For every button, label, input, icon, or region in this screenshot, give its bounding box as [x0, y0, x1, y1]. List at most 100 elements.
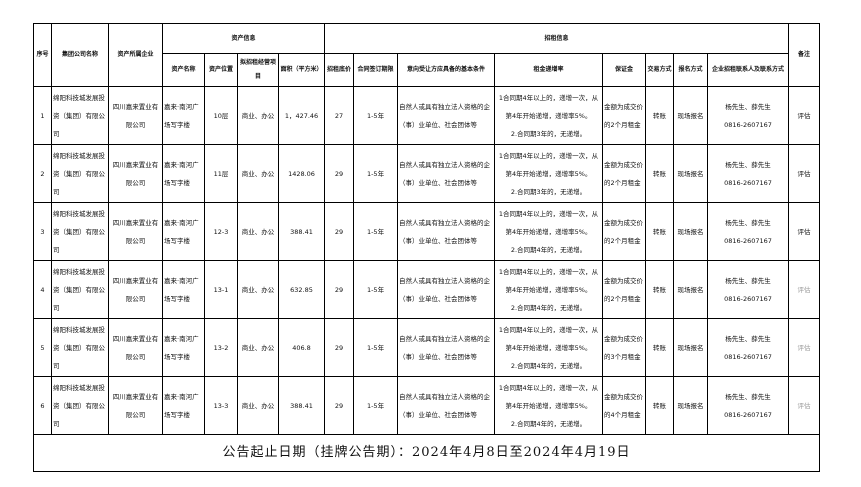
- trade-method: 转账: [645, 260, 675, 319]
- contact: 杨先生、薛先生 0816-2607167: [707, 376, 790, 435]
- header-contact: 企业招租联系人及联系方式: [707, 53, 790, 87]
- header-row-2: 资产名称 资产位置 拟招租经营项目 面积（平方米） 招租底价 合同签订期限 意向…: [34, 53, 820, 87]
- contact-phone: 0816-2607167: [724, 410, 772, 419]
- owner-name: 四川嘉来置业有限公司: [108, 376, 163, 435]
- increase-rule-2: 2.合同期4年的，无递增。: [510, 361, 587, 370]
- row-seq: 2: [33, 144, 52, 203]
- table-row: 3 绵阳科技城发展投资（集团）有限公司 四川嘉来置业有限公司 嘉来·南河广场写字楼 12…: [33, 202, 821, 261]
- owner-name: 四川嘉来置业有限公司: [108, 86, 163, 145]
- contact-phone: 0816-2607167: [724, 178, 772, 187]
- business: 商业、办公: [237, 318, 279, 377]
- rent-increase: 1合同期4年以上的，递增一次，从第4年开始递增，递增率5%。 2.合同期3年的，无…: [494, 144, 604, 203]
- contact-phone: 0816-2607167: [724, 352, 772, 361]
- remark: 评估: [788, 202, 821, 261]
- asset-name: 嘉来·南河广场写字楼: [162, 318, 205, 377]
- business: 商业、办公: [237, 86, 279, 145]
- conditions: 自然人或具有独立法人资格的企（事）业单位、社会团体等: [397, 144, 496, 203]
- asset-name: 嘉来·南河广场写字楼: [162, 202, 205, 261]
- group-name: 绵阳科技城发展投资（集团）有限公司: [51, 144, 109, 203]
- group-name: 绵阳科技城发展投资（集团）有限公司: [51, 318, 109, 377]
- conditions: 自然人或具有独立法人资格的企（事）业单位、社会团体等: [397, 318, 496, 377]
- contact: 杨先生、薛先生 0816-2607167: [707, 260, 790, 319]
- asset-location: 13-3: [204, 376, 238, 435]
- header-deposit: 保证金: [602, 53, 647, 87]
- area: 632.85: [277, 260, 326, 319]
- increase-rule-1: 1合同期4年以上的，递增一次，从第4年开始递增，递增率5%。: [498, 151, 599, 178]
- base-price: 29: [324, 144, 355, 203]
- contact-names: 杨先生、薛先生: [725, 160, 771, 169]
- rent-increase: 1合同期4年以上的，递增一次，从第4年开始递增，递增率5%。 2.合同期4年的，无…: [494, 376, 604, 435]
- conditions: 自然人或具有独立法人资格的企（事）业单位、社会团体等: [397, 86, 496, 145]
- increase-rule-2: 2.合同期4年的，无递增。: [510, 419, 587, 428]
- increase-rule-1: 1合同期4年以上的，递增一次，从第4年开始递增，递增率5%。: [498, 383, 599, 410]
- header-area: 面积（平方米）: [277, 53, 326, 87]
- deposit: 金额为成交价的2个月租金: [602, 202, 647, 261]
- rent-increase: 1合同期4年以上的，递增一次，从第4年开始递增，递增率5%。 2.合同期4年的，无…: [494, 202, 604, 261]
- contact-names: 杨先生、薛先生: [725, 276, 771, 285]
- table-row: 4 绵阳科技城发展投资（集团）有限公司 四川嘉来置业有限公司 嘉来·南河广场写字楼 13…: [33, 260, 821, 319]
- header-signup: 报名方式: [673, 53, 709, 87]
- base-price: 29: [324, 202, 355, 261]
- trade-method: 转账: [645, 86, 675, 145]
- owner-name: 四川嘉来置业有限公司: [108, 144, 163, 203]
- asset-location: 12-3: [204, 202, 238, 261]
- header-business: 拟招租经营项目: [237, 53, 279, 87]
- header-asset-name: 资产名称: [162, 53, 205, 87]
- header-asset-location: 资产位置: [204, 53, 238, 87]
- row-seq: 6: [33, 376, 52, 435]
- owner-name: 四川嘉来置业有限公司: [108, 202, 163, 261]
- term: 1-5年: [353, 86, 399, 145]
- contact: 杨先生、薛先生 0816-2607167: [707, 202, 790, 261]
- trade-method: 转账: [645, 202, 675, 261]
- increase-rule-1: 1合同期4年以上的，递增一次，从第4年开始递增，递增率5%。: [498, 325, 599, 352]
- table-row: 6 绵阳科技城发展投资（集团）有限公司 四川嘉来置业有限公司 嘉来·南河广场写字楼 13…: [33, 376, 821, 435]
- business: 商业、办公: [237, 202, 279, 261]
- remark: 评估: [788, 318, 821, 377]
- header-base-price: 招租底价: [324, 53, 355, 87]
- lease-announcement-table: 序号 集团公司名称 资产所属企业 资产信息 招租信息 备注 资产名称 资产位置 …: [32, 23, 821, 472]
- term: 1-5年: [353, 202, 399, 261]
- owner-name: 四川嘉来置业有限公司: [108, 260, 163, 319]
- group-name: 绵阳科技城发展投资（集团）有限公司: [51, 86, 109, 145]
- conditions: 自然人或具有独立法人资格的企（事）业单位、社会团体等: [397, 202, 496, 261]
- table-row: 5 绵阳科技城发展投资（集团）有限公司 四川嘉来置业有限公司 嘉来·南河广场写字楼 13…: [33, 318, 821, 377]
- header-increase: 租金递增率: [494, 53, 604, 87]
- header-seq: 序号: [33, 23, 52, 87]
- header-owner: 资产所属企业: [108, 23, 163, 87]
- row-seq: 5: [33, 318, 52, 377]
- increase-rule-2: 2.合同期3年的，无递增。: [510, 129, 587, 138]
- contact-names: 杨先生、薛先生: [725, 218, 771, 227]
- signup-method: 现场报名: [673, 260, 709, 319]
- rent-increase: 1合同期4年以上的，递增一次，从第4年开始递增，递增率5%。 2.合同期4年的，无…: [494, 260, 604, 319]
- conditions: 自然人或具有独立法人资格的企（事）业单位、社会团体等: [397, 376, 496, 435]
- remark: 评估: [788, 144, 821, 203]
- asset-name: 嘉来·南河广场写字楼: [162, 376, 205, 435]
- business: 商业、办公: [237, 144, 279, 203]
- header-group: 集团公司名称: [51, 23, 109, 87]
- asset-name: 嘉来·南河广场写字楼: [162, 86, 205, 145]
- conditions: 自然人或具有独立法人资格的企（事）业单位、社会团体等: [397, 260, 496, 319]
- footer-row: 公告起止日期（挂牌公告期）：2024年4月8日至2024年4月19日: [32, 434, 821, 472]
- increase-rule-2: 2.合同期3年的，无递增。: [510, 187, 587, 196]
- trade-method: 转账: [645, 318, 675, 377]
- term: 1-5年: [353, 376, 399, 435]
- header-trade: 交易方式: [645, 53, 675, 87]
- header-row-1: 序号 集团公司名称 资产所属企业 资产信息 招租信息 备注: [33, 23, 821, 87]
- contact: 杨先生、薛先生 0816-2607167: [707, 144, 790, 203]
- table-row: 2 绵阳科技城发展投资（集团）有限公司 四川嘉来置业有限公司 嘉来·南河广场写字楼 11…: [33, 144, 821, 203]
- deposit: 金额为成交价的2个月租金: [602, 86, 647, 145]
- asset-location: 13-2: [204, 318, 238, 377]
- asset-location: 13-1: [204, 260, 238, 319]
- asset-name: 嘉来·南河广场写字楼: [162, 144, 205, 203]
- row-seq: 4: [33, 260, 52, 319]
- area: 406.8: [277, 318, 326, 377]
- group-name: 绵阳科技城发展投资（集团）有限公司: [51, 260, 109, 319]
- asset-location: 10层: [204, 86, 238, 145]
- row-seq: 1: [33, 86, 52, 145]
- signup-method: 现场报名: [673, 318, 709, 377]
- increase-rule-2: 2.合同期4年的，无递增。: [510, 245, 587, 254]
- deposit: 金额为成交价的4个月租金: [602, 376, 647, 435]
- base-price: 29: [324, 260, 355, 319]
- announcement-period: 公告起止日期（挂牌公告期）：2024年4月8日至2024年4月19日: [32, 434, 821, 472]
- deposit: 金额为成交价的3个月租金: [602, 318, 647, 377]
